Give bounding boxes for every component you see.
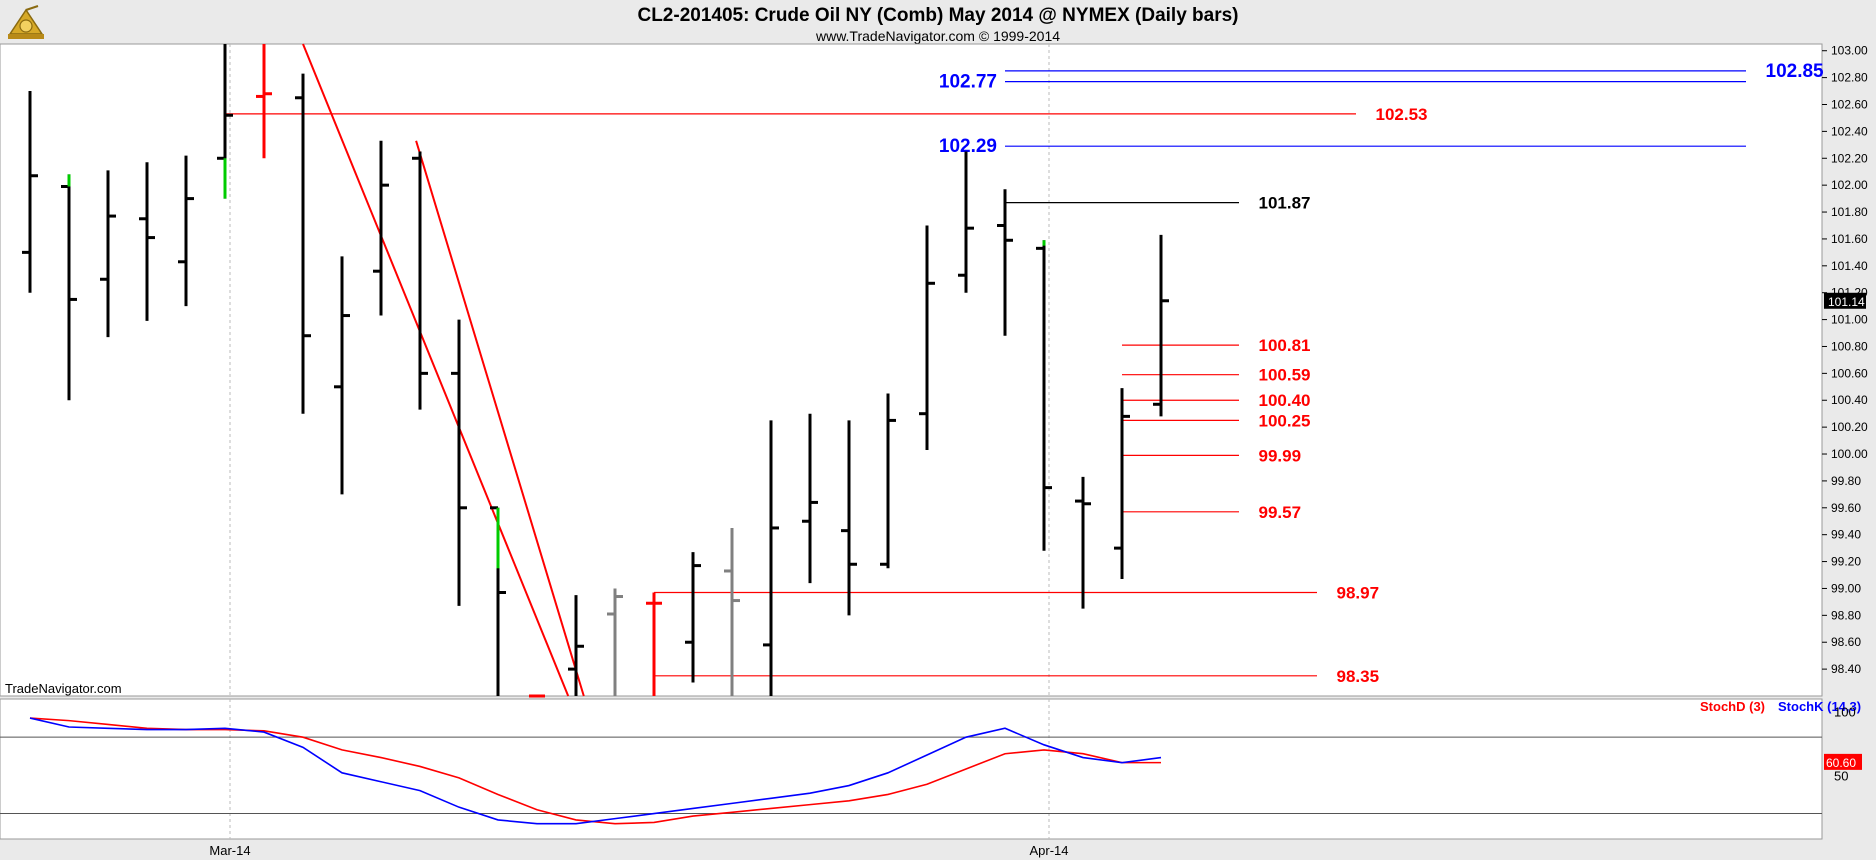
stochastic-panel: StochD (3) StochK (14,3) <box>0 698 1861 840</box>
price-tick-label: 100.20 <box>1831 420 1868 434</box>
price-bars <box>22 44 1169 698</box>
legend-stochd: StochD (3) <box>1700 699 1765 714</box>
ohlc-bar <box>334 256 350 495</box>
price-panel-background <box>0 43 1823 697</box>
stochastic-panel-background <box>0 698 1823 840</box>
level-label: 102.53 <box>1376 105 1428 124</box>
chart-subtitle: www.TradeNavigator.com © 1999-2014 <box>815 28 1060 44</box>
stochastic-legend: StochD (3) StochK (14,3) <box>1700 699 1861 714</box>
price-tick-label: 102.80 <box>1831 71 1868 85</box>
legend-stochk: StochK (14,3) <box>1778 699 1861 714</box>
ohlc-bar <box>724 527 740 696</box>
ohlc-bar <box>646 592 662 696</box>
ohlc-bar <box>919 225 935 450</box>
price-tick-label: 103.00 <box>1831 44 1868 58</box>
level-label: 99.57 <box>1259 503 1302 522</box>
price-tick-label: 98.80 <box>1831 608 1861 622</box>
trend-line <box>302 43 570 697</box>
price-panel: 102.85 102.77 102.53 102.29 101.87 100.81 100.… <box>0 43 1824 698</box>
price-tick-label: 99.00 <box>1831 581 1861 595</box>
price-tick-label: 101.80 <box>1831 205 1868 219</box>
sextant-logo-icon <box>8 5 44 39</box>
date-label: Mar-14 <box>209 843 250 858</box>
price-tick-label: 102.00 <box>1831 178 1868 192</box>
price-tick-label: 99.40 <box>1831 528 1861 542</box>
price-tick-label: 99.80 <box>1831 474 1861 488</box>
watermark: TradeNavigator.com <box>5 681 122 696</box>
price-tick-label: 98.40 <box>1831 662 1861 676</box>
date-axis: Mar-14 Apr-14 <box>209 843 1068 858</box>
stochastic-last-value: 60.60 <box>1826 756 1856 770</box>
ohlc-bar <box>100 170 116 338</box>
up-markers <box>67 158 1046 569</box>
ohlc-bar <box>139 162 155 321</box>
price-tick-label: 101.60 <box>1831 232 1868 246</box>
stochastic-tick-label: 50 <box>1834 768 1848 783</box>
ohlc-bar <box>1036 240 1052 551</box>
ohlc-bar <box>412 151 428 410</box>
stochastic-last-tag <box>1824 753 1862 770</box>
price-gridlines <box>229 44 1050 696</box>
price-tick-label: 99.60 <box>1831 501 1861 515</box>
level-label: 100.25 <box>1259 411 1311 430</box>
level-label: 98.35 <box>1337 667 1380 686</box>
ohlc-bar <box>1114 388 1130 580</box>
ohlc-bar <box>451 319 467 606</box>
ohlc-bar <box>568 595 584 696</box>
trend-line <box>415 140 585 697</box>
price-tick-label: 100.40 <box>1831 393 1868 407</box>
chart-title: CL2-201405: Crude Oil NY (Comb) May 2014… <box>637 5 1238 26</box>
ohlc-bar <box>997 189 1013 336</box>
level-label: 102.85 <box>1766 61 1825 82</box>
ohlc-bar <box>607 588 623 696</box>
price-levels: 102.85 102.77 102.53 102.29 101.87 100.81 100.… <box>225 61 1824 686</box>
last-price-value: 101.14 <box>1828 295 1865 309</box>
ohlc-bar <box>1075 476 1091 609</box>
price-tick-label: 101.40 <box>1831 259 1868 273</box>
price-tick-label: 100.80 <box>1831 339 1868 353</box>
price-tick-label: 100.00 <box>1831 447 1868 461</box>
ohlc-bar <box>295 73 311 414</box>
ohlc-bar <box>373 140 389 316</box>
price-tick-label: 101.00 <box>1831 313 1868 327</box>
ohlc-bar <box>1153 234 1169 417</box>
stochastic-lines <box>29 717 1162 825</box>
chart-header: CL2-201405: Crude Oil NY (Comb) May 2014… <box>8 5 1239 44</box>
level-label: 99.99 <box>1259 446 1302 465</box>
ohlc-bar <box>22 91 38 293</box>
last-price-tag <box>1824 292 1866 309</box>
ohlc-bar <box>841 420 857 616</box>
ohlc-bar <box>763 420 779 696</box>
price-tick-label: 102.40 <box>1831 124 1868 138</box>
price-tick-label: 100.60 <box>1831 366 1868 380</box>
ohlc-bar <box>256 44 272 159</box>
stochastic-tick-label: 100 <box>1834 705 1856 720</box>
ohlc-bar <box>178 155 194 307</box>
level-label: 102.77 <box>939 72 997 93</box>
trend-lines <box>302 43 585 697</box>
ohlc-bar <box>685 552 701 683</box>
price-tick-label: 102.20 <box>1831 151 1868 165</box>
level-label: 100.59 <box>1259 366 1311 385</box>
ohlc-bar <box>802 413 818 584</box>
price-axis: 103.00 102.80 102.60 102.40 102.20 102.00 101.… <box>1822 44 1868 676</box>
price-tick-label: 99.20 <box>1831 555 1861 569</box>
level-label: 101.87 <box>1259 194 1311 213</box>
level-label: 102.29 <box>939 136 997 157</box>
stochastic-line <box>29 717 1162 825</box>
price-tick-label: 102.60 <box>1831 97 1868 111</box>
price-tick-label: 98.60 <box>1831 635 1861 649</box>
level-label: 98.97 <box>1337 583 1380 602</box>
level-label: 100.40 <box>1259 391 1311 410</box>
date-label: Apr-14 <box>1029 843 1068 858</box>
ohlc-bar <box>880 393 896 569</box>
level-label: 100.81 <box>1259 336 1311 355</box>
ohlc-bar <box>958 151 974 293</box>
